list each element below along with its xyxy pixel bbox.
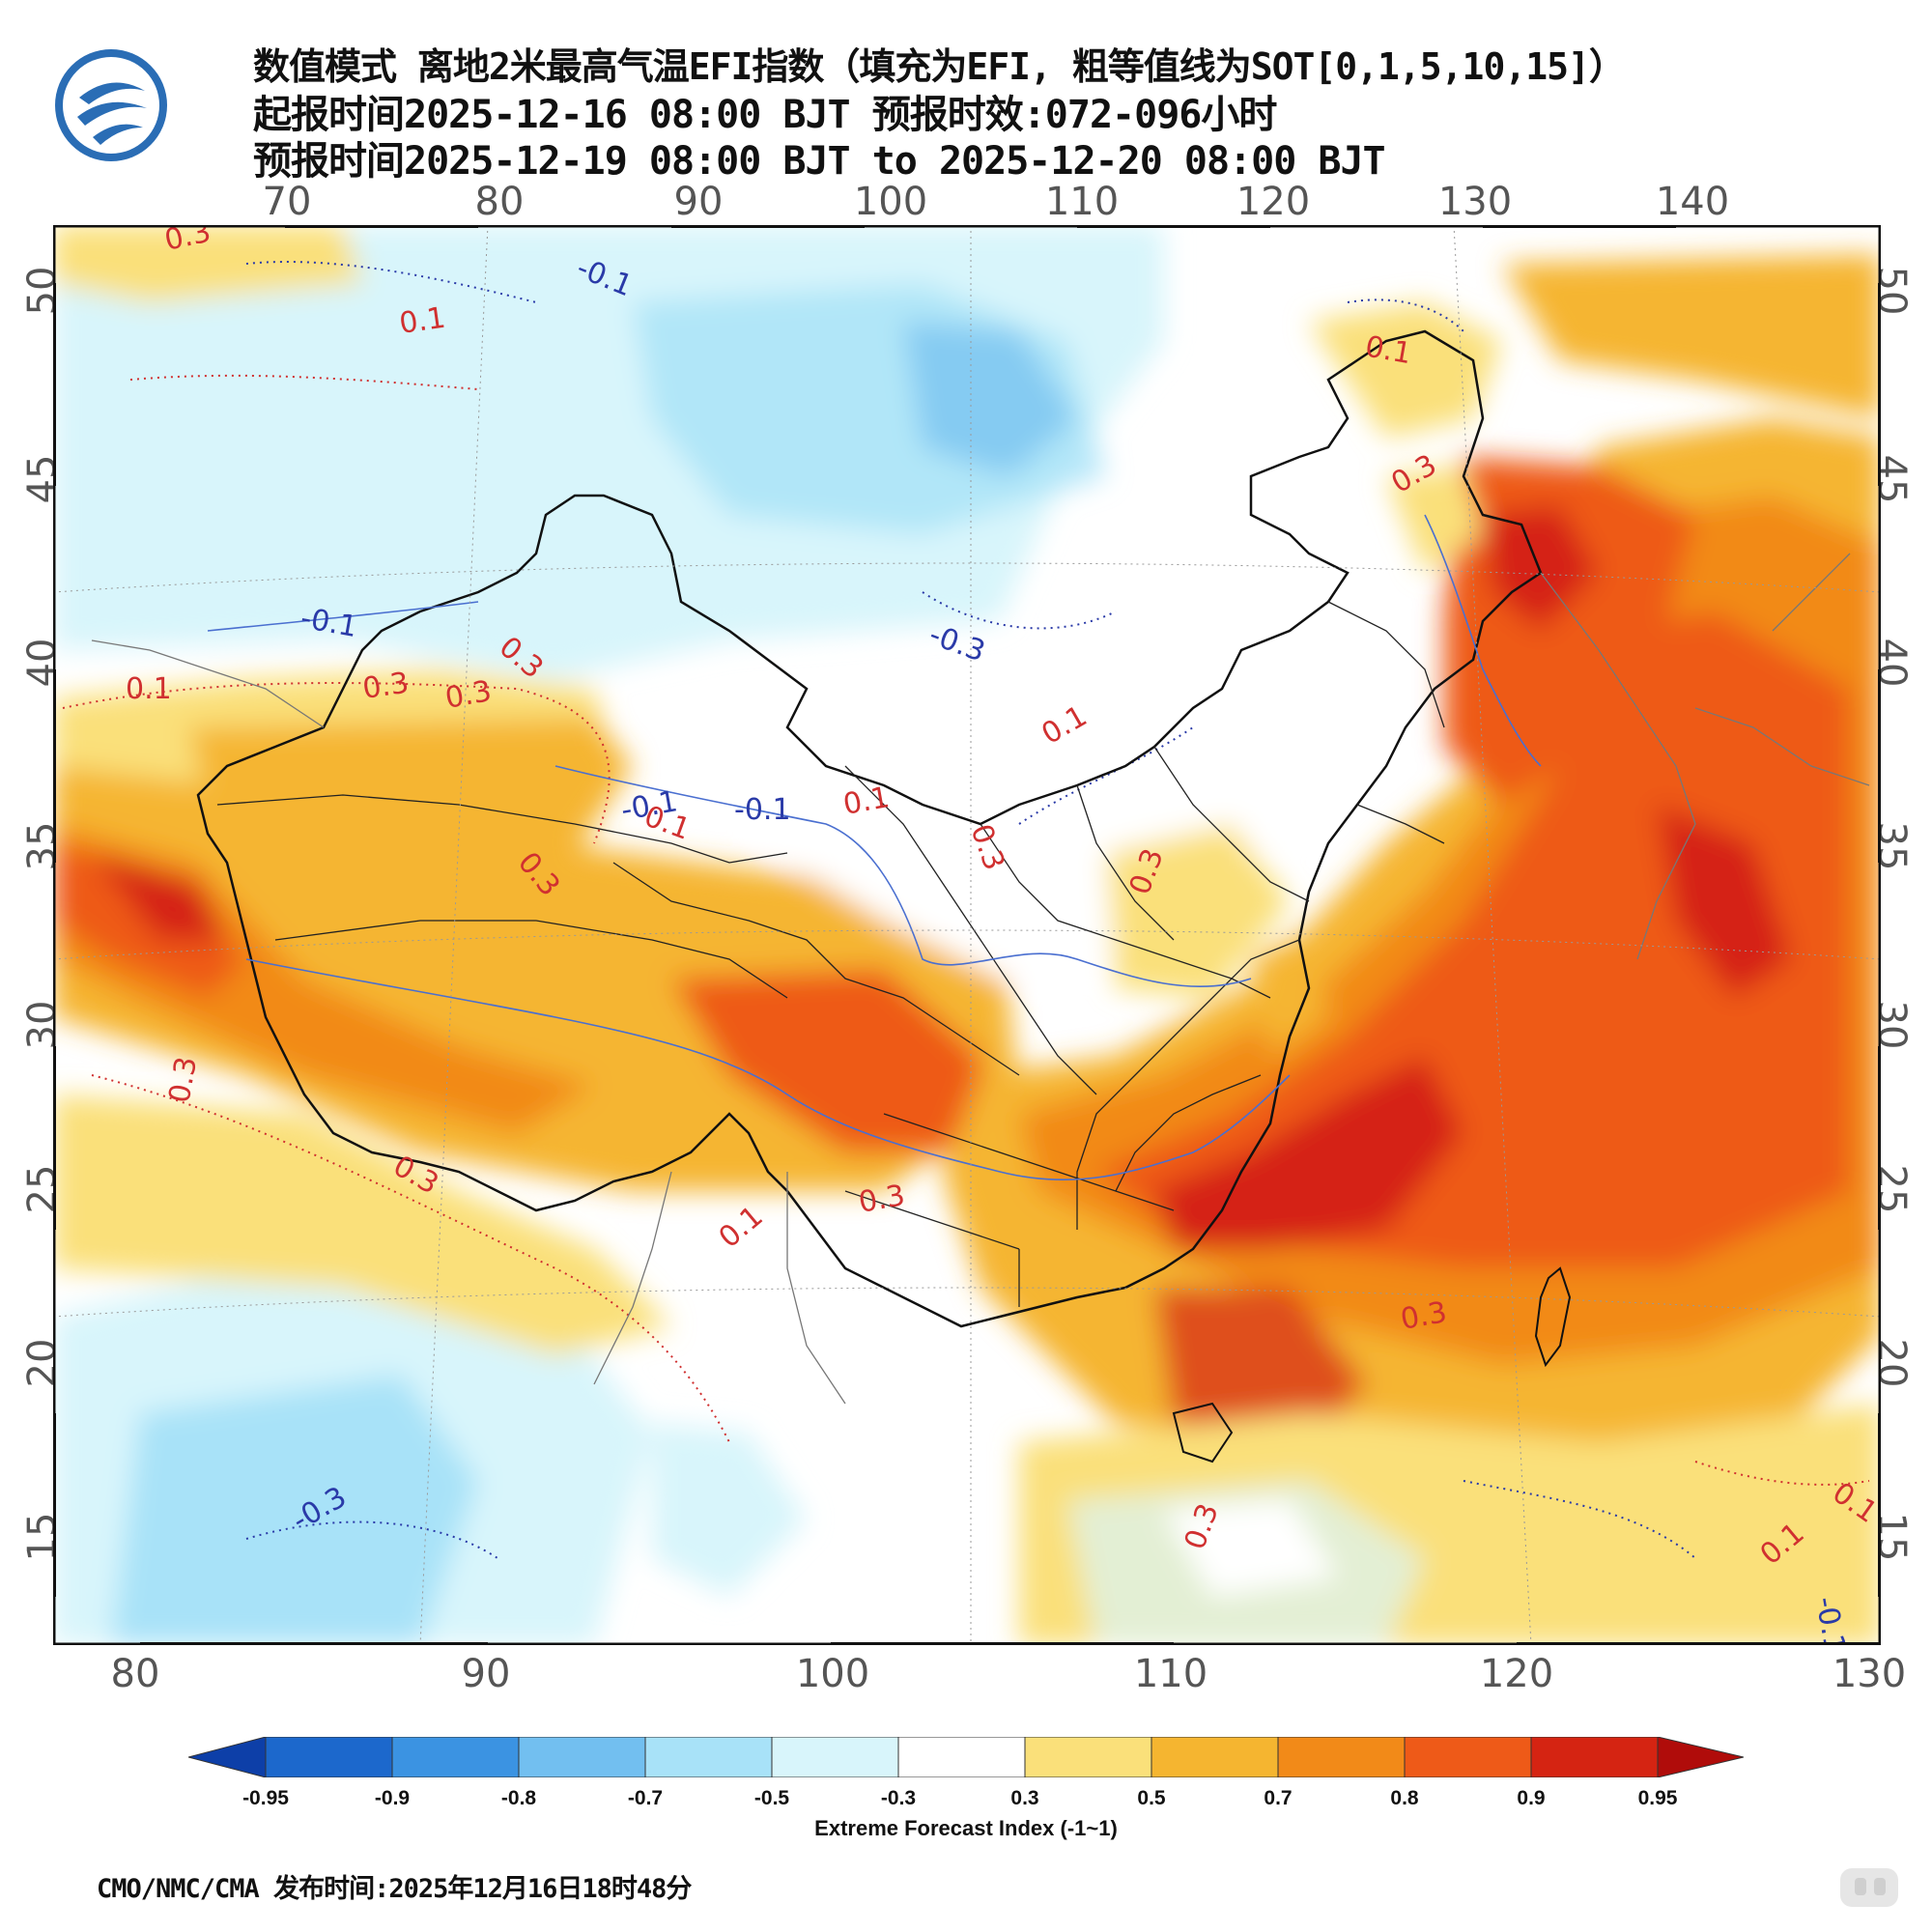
- colorbar-label: 0.8: [1390, 1787, 1419, 1809]
- colorbar-segment: [391, 1737, 520, 1777]
- colorbar-low-arrow: [188, 1737, 267, 1777]
- colorbar-label: -0.3: [880, 1787, 917, 1809]
- colorbar-label: -0.9: [374, 1787, 411, 1809]
- map-title-line-1: 数值模式 离地2米最高气温EFI指数（填充为EFI, 粗等值线为SOT[0,1,…: [253, 45, 1626, 88]
- top-longitude-label: 130: [1437, 180, 1513, 224]
- bottom-longitude-label: 100: [795, 1652, 870, 1696]
- top-longitude-label: 110: [1044, 180, 1120, 224]
- colorbar-segment: [265, 1737, 393, 1777]
- bottom-longitude-label: 120: [1479, 1652, 1554, 1696]
- top-longitude-label: 90: [673, 180, 724, 224]
- contour-label: 0.1: [126, 672, 172, 706]
- colorbar-label: 0.95: [1637, 1787, 1678, 1809]
- colorbar-segment: [644, 1737, 773, 1777]
- bottom-longitude-label: 110: [1133, 1652, 1208, 1696]
- bottom-longitude-label: 130: [1832, 1652, 1907, 1696]
- contour-label: -0.1: [734, 793, 791, 827]
- efi-colorbar: [188, 1737, 1744, 1777]
- rivers: [207, 514, 1542, 1181]
- colorbar-segment: [1277, 1737, 1406, 1777]
- top-longitude-label: 100: [853, 180, 928, 224]
- colorbar-segment: [1530, 1737, 1659, 1777]
- colorbar-label: -0.8: [500, 1787, 537, 1809]
- colorbar-label: -0.5: [753, 1787, 790, 1809]
- top-longitude-label: 80: [474, 180, 525, 224]
- colorbar-label: 0.3: [1010, 1787, 1039, 1809]
- colorbar-labels: -0.95 -0.9 -0.8 -0.7 -0.5 -0.3 0.3 0.5 0.7 0.8 0.9…: [0, 1787, 1932, 1816]
- contour-label: 0.1: [1363, 329, 1414, 371]
- colorbar-title: Extreme Forecast Index (-1~1): [814, 1816, 1118, 1840]
- top-longitude-label: 120: [1236, 180, 1311, 224]
- contour-label: 0.3: [856, 1179, 907, 1220]
- colorbar-segment: [1024, 1737, 1152, 1777]
- contour-label: 0.1: [840, 781, 892, 822]
- colorbar-label: 0.5: [1137, 1787, 1166, 1809]
- neighbor-borders: [91, 553, 1870, 1405]
- contour-label: 0.3: [442, 674, 494, 716]
- contour-label: 0.1: [397, 301, 447, 341]
- top-longitude-label: 70: [262, 180, 312, 224]
- contour-label: 0.3: [360, 667, 411, 706]
- china-border: [196, 329, 1543, 1328]
- efi-contour-lines: [62, 261, 1870, 1559]
- efi-fill-layer: [53, 225, 1881, 1645]
- efi-map: 0.3 0.1 -0.1 0.1 0.3 -0.1 0.3 0.3 0.3 -0.3 0.1 -0.1…: [53, 225, 1881, 1645]
- colorbar-segment: [518, 1737, 646, 1777]
- colorbar-segment: [1151, 1737, 1279, 1777]
- bottom-longitude-label: 80: [110, 1652, 160, 1696]
- graticule: [53, 225, 1881, 1645]
- colorbar-high-arrow: [1657, 1737, 1744, 1777]
- colorbar-label: 0.9: [1517, 1787, 1546, 1809]
- colorbar-label: -0.7: [627, 1787, 664, 1809]
- top-longitude-label: 140: [1655, 180, 1730, 224]
- watermark-icon: [1840, 1868, 1898, 1907]
- map-title-line-3: 预报时间2025-12-19 08:00 BJT to 2025-12-20 0…: [253, 139, 1386, 184]
- colorbar-label: -0.95: [242, 1787, 289, 1809]
- colorbar-label: 0.7: [1264, 1787, 1293, 1809]
- issue-info-footer: CMO/NMC/CMA 发布时间:2025年12月16日18时48分: [97, 1874, 692, 1904]
- cma-logo-icon: [55, 49, 167, 161]
- islands: [1172, 1266, 1572, 1463]
- colorbar-segment: [897, 1737, 1026, 1777]
- map-title-line-2: 起报时间2025-12-16 08:00 BJT 预报时效:072-096小时: [253, 93, 1277, 137]
- contour-label: 0.3: [1398, 1295, 1449, 1337]
- colorbar-segment: [771, 1737, 899, 1777]
- bottom-longitude-label: 90: [461, 1652, 511, 1696]
- efi-map-canvas: 0.30.1-0.10.1 0.3-0.10.30.30.3-0.30.1-0.1…: [53, 225, 1881, 1645]
- colorbar-segment: [1404, 1737, 1532, 1777]
- province-borders: [216, 601, 1445, 1307]
- contour-label: 0.3: [162, 1054, 204, 1105]
